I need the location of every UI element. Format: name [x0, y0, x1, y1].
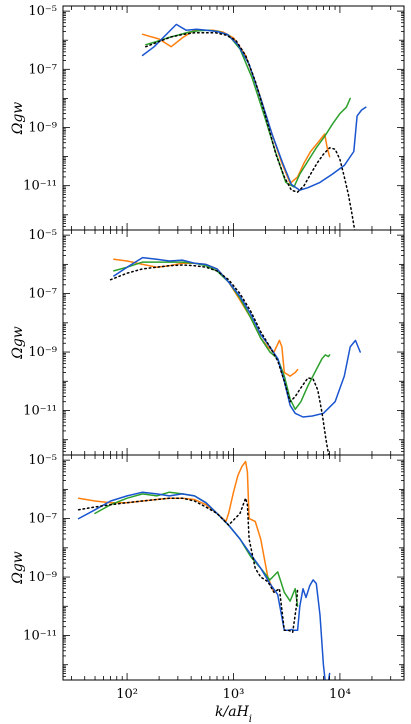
series-line-2: [145, 29, 351, 188]
series-group: [77, 460, 331, 680]
y-tick-label: 10⁻⁷: [28, 62, 57, 77]
series-line-4: [145, 32, 356, 230]
y-tick-label: 10⁻⁷: [28, 512, 57, 527]
y-tick-label: 10⁻⁷: [28, 287, 57, 302]
x-axis-label: k/aHi: [215, 704, 252, 724]
panel-3: 10⁻¹¹ 10⁻⁹ 10⁻⁷ 10⁻⁵ Ωgw 10² 10³ 10⁴ k/aHi: [10, 453, 405, 724]
series-line-2: [94, 491, 299, 608]
series-line-3: [113, 256, 361, 418]
y-tick-label: 10⁻⁵: [28, 4, 57, 19]
x-tick-label: 10⁴: [329, 687, 351, 702]
series-line-3: [77, 491, 331, 680]
series-line-4: [109, 264, 330, 455]
series-line-1: [113, 258, 299, 377]
y-tick-label: 10⁻⁹: [28, 345, 57, 360]
x-tick-label: 10²: [116, 687, 138, 702]
y-tick-label: 10⁻⁵: [28, 228, 57, 243]
y-tick-label: 10⁻⁵: [28, 453, 57, 468]
y-axis-label: Ωgw: [10, 102, 26, 136]
series-line-3: [141, 23, 367, 191]
series-line-2: [113, 261, 331, 411]
series-line-4: [77, 497, 299, 633]
y-axis-label: Ωgw: [10, 551, 26, 585]
y-tick-label: 10⁻¹¹: [23, 628, 57, 643]
series-group: [141, 23, 367, 230]
y-tick-label: 10⁻¹¹: [23, 179, 57, 194]
series-line-1: [141, 29, 331, 185]
y-tick-label: 10⁻⁹: [28, 121, 57, 136]
series-group: [109, 256, 361, 455]
axes-frame: [62, 454, 405, 681]
panel-2: 10⁻¹¹ 10⁻⁹ 10⁻⁷ 10⁻⁵ Ωgw: [10, 228, 405, 456]
x-tick-label: 10³: [223, 687, 245, 702]
y-tick-label: 10⁻¹¹: [23, 403, 57, 418]
panel-1: 10⁻¹¹ 10⁻⁹ 10⁻⁷ 10⁻⁵ Ωgw: [10, 4, 405, 231]
series-line-1: [77, 460, 275, 594]
y-axis-label: Ωgw: [10, 326, 26, 360]
y-tick-label: 10⁻⁹: [28, 570, 57, 585]
